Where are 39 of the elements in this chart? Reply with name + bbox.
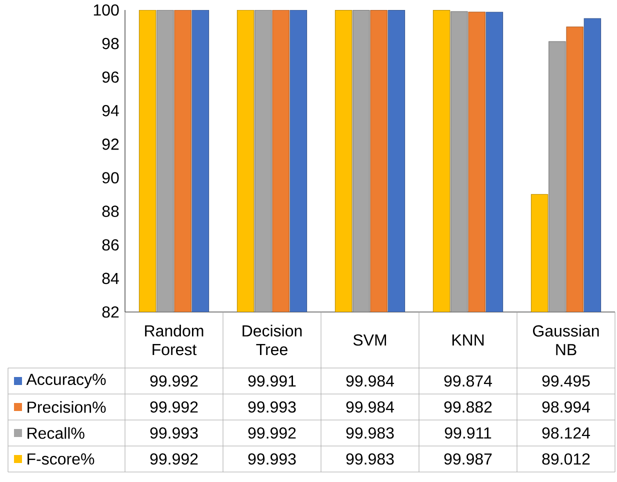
x-tick-label: Random Forest [145, 324, 204, 356]
data-label: 99.987 [444, 453, 492, 465]
data-label: 99.992 [150, 453, 198, 465]
data-label: 99.984 [346, 401, 394, 413]
data-label: 99.991 [248, 375, 296, 387]
data-label: 99.874 [444, 375, 492, 387]
data-label: 99.984 [346, 375, 394, 387]
y-tick-label: 98 [102, 38, 119, 50]
legend-label: Accuracy% [26, 374, 106, 388]
x-tick-label: KNN [452, 334, 484, 346]
y-tick-label: 82 [102, 306, 119, 318]
x-tick-label: Gaussian NB [533, 324, 599, 356]
data-label: 99.983 [346, 427, 394, 439]
y-tick-label: 94 [102, 105, 119, 116]
data-label: 99.993 [150, 427, 198, 439]
data-label: 89.012 [542, 453, 590, 465]
y-tick-label: 86 [102, 239, 119, 251]
x-tick-label: Decision Tree [242, 324, 302, 356]
y-tick-label: 84 [102, 272, 119, 284]
legend-label: Precision% [28, 401, 106, 413]
data-label: 99.993 [248, 401, 296, 413]
legend-label: Recall% [28, 427, 84, 439]
data-label: 99.882 [444, 401, 492, 413]
data-label: 99.992 [248, 427, 296, 439]
data-label: 99.983 [346, 453, 394, 465]
data-label: 99.993 [248, 453, 296, 465]
y-tick-label: 92 [102, 138, 119, 150]
data-label: 99.992 [150, 401, 198, 413]
y-tick-label: 100 [94, 4, 119, 16]
y-tick-label: 90 [102, 172, 119, 184]
data-label: 98.124 [542, 427, 590, 439]
y-tick-label: 96 [102, 71, 119, 83]
data-label: 99.992 [150, 375, 198, 387]
data-label: 99.495 [542, 375, 590, 387]
legend-label: F-score% [28, 453, 94, 465]
data-label: 99.911 [444, 427, 492, 439]
y-tick-label: 88 [102, 206, 119, 217]
data-label: 98.994 [542, 401, 590, 413]
x-tick-label: SVM [353, 334, 386, 346]
